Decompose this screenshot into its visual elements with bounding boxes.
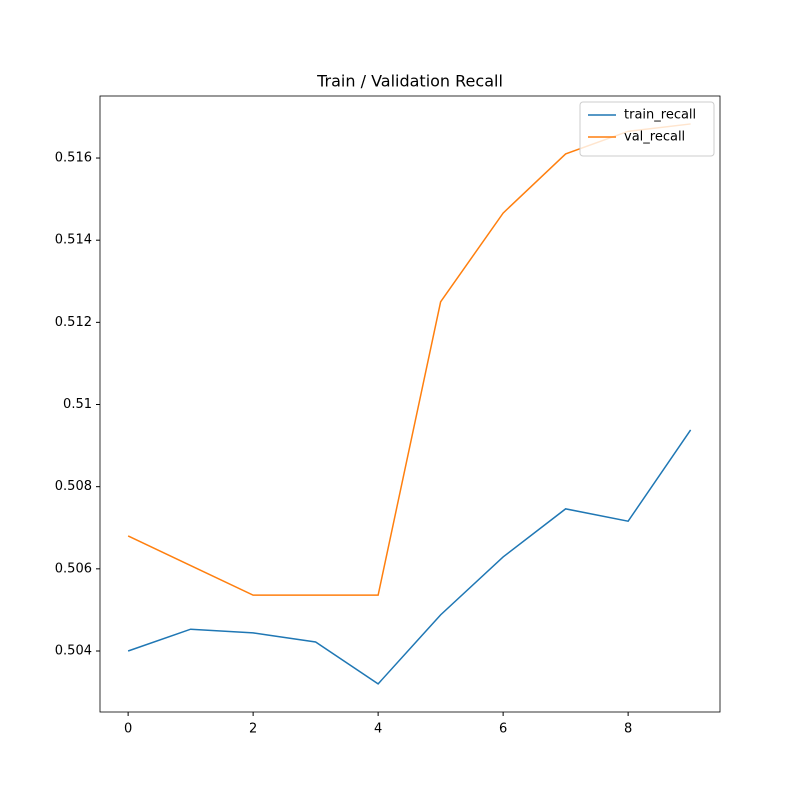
y-tick-label: 0.512: [55, 315, 92, 330]
plot-frame: [99, 95, 721, 713]
x-tick-label: 4: [374, 722, 382, 737]
x-tick-label: 0: [124, 722, 132, 737]
line-series: [127, 429, 692, 685]
y-tick-label: 0.508: [55, 479, 92, 494]
y-tick-label: 0.506: [55, 561, 92, 576]
legend-label: train_recall: [624, 108, 696, 123]
chart-title: Train / Validation Recall: [316, 72, 503, 91]
x-tick-label: 8: [624, 722, 632, 737]
y-tick-label: 0.516: [55, 151, 92, 166]
y-tick-label: 0.51: [63, 397, 92, 412]
legend-label: val_recall: [624, 130, 685, 145]
y-tick-label: 0.504: [55, 643, 92, 658]
y-tick-label: 0.514: [55, 233, 92, 248]
x-tick-label: 6: [499, 722, 507, 737]
x-tick-label: 2: [249, 722, 257, 737]
